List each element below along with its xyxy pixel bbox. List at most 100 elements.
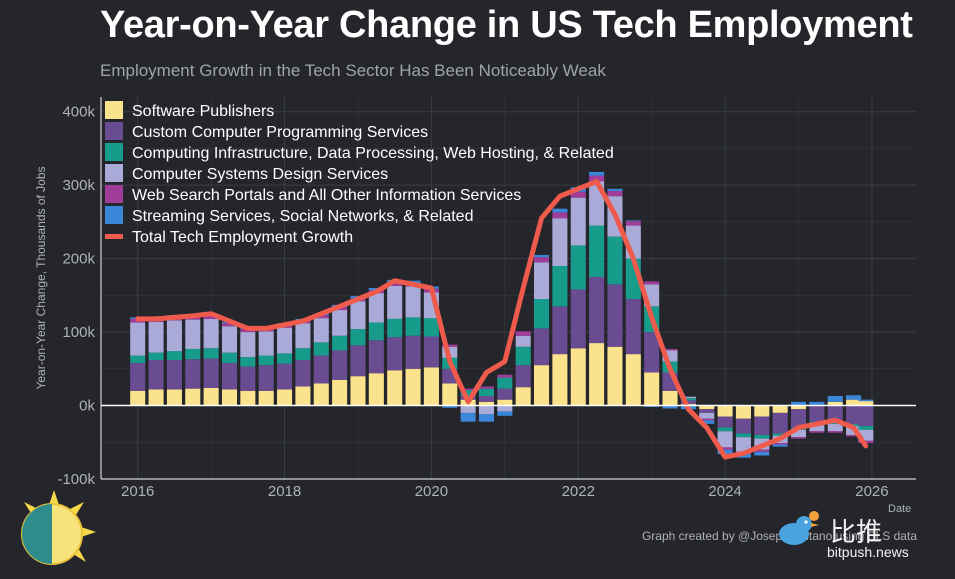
legend-swatch	[105, 143, 123, 161]
bar-segment	[754, 434, 770, 439]
bar-segment	[662, 350, 678, 362]
bar-segment	[166, 320, 182, 352]
bar-segment	[735, 437, 751, 452]
bar-segment	[497, 388, 513, 400]
bar-segment	[515, 346, 531, 366]
bird-icon	[779, 511, 819, 545]
bar-segment	[534, 262, 550, 300]
x-tick-label: 2016	[121, 483, 154, 500]
bar-segment	[203, 358, 219, 388]
bar-segment	[790, 405, 807, 410]
y-axis-label: Year-on-Year Change, Thousands of Jobs	[34, 166, 48, 389]
bar-segment	[717, 427, 733, 432]
watermark: 比推 bitpush.news	[772, 508, 942, 568]
bar-segment	[735, 454, 751, 458]
bar-segment	[772, 433, 788, 436]
bar-segment	[387, 282, 403, 286]
bar-segment	[699, 420, 715, 424]
bar-segment	[295, 348, 311, 360]
bar-segment	[644, 281, 660, 285]
legend-label: Total Tech Employment Growth	[132, 229, 353, 246]
bar-segment	[607, 284, 623, 347]
bar-segment	[350, 329, 366, 346]
bar-segment	[460, 390, 476, 396]
bar-segment	[423, 336, 439, 368]
bar-segment	[809, 423, 825, 432]
bar-segment	[148, 359, 164, 390]
bar-segment	[387, 318, 403, 338]
bar-segment	[534, 254, 550, 258]
bar-segment	[497, 405, 513, 412]
bar-segment	[295, 323, 311, 349]
legend-label: Custom Computer Programming Services	[132, 124, 428, 141]
bar-segment	[166, 359, 182, 390]
bar-segment	[166, 389, 182, 406]
bar-segment	[717, 449, 733, 455]
bar-segment	[534, 299, 550, 329]
bar-segment	[827, 431, 843, 433]
bar-segment	[754, 451, 770, 456]
bar-segment	[680, 396, 696, 399]
bar-segment	[240, 390, 256, 406]
bar-segment	[699, 405, 715, 410]
bar-segment	[258, 331, 274, 356]
bar-segment	[607, 346, 623, 406]
bar-segment	[277, 327, 293, 354]
bar-segment	[790, 429, 807, 438]
x-tick-label: 2020	[415, 483, 448, 500]
bar-segment	[846, 399, 862, 406]
bar-segment	[552, 218, 568, 266]
bar-segment	[515, 387, 531, 406]
bar-segment	[130, 355, 146, 363]
bar-segment	[460, 412, 476, 422]
legend-swatch	[105, 206, 123, 224]
bar-segment	[534, 365, 550, 406]
bar-segment	[350, 301, 366, 330]
y-tick-label: -100k	[57, 471, 95, 488]
y-tick-label: 300k	[62, 177, 95, 194]
bar-segment	[790, 437, 807, 439]
chart-title: Year-on-Year Change in US Tech Employmen…	[100, 4, 913, 46]
bar-segment	[313, 342, 329, 356]
x-tick-label: 2026	[855, 483, 888, 500]
bar-segment	[185, 359, 201, 389]
bar-segment	[735, 405, 751, 419]
bar-segment	[717, 447, 733, 450]
bar-segment	[570, 245, 586, 290]
x-axis-label: Date	[888, 503, 912, 515]
bar-segment	[478, 388, 494, 396]
x-tick-label: 2024	[708, 483, 741, 500]
bar-segment	[258, 355, 274, 366]
bar-segment	[185, 319, 201, 349]
bar-segment	[607, 236, 623, 285]
bar-segment	[332, 379, 348, 406]
bar-segment	[185, 388, 201, 406]
bar-segment	[625, 220, 641, 222]
legend-label: Web Search Portals and All Other Informa…	[132, 187, 521, 204]
bar-segment	[368, 340, 384, 374]
bar-segment	[277, 353, 293, 364]
bar-segment	[221, 362, 238, 390]
bar-segment	[221, 389, 238, 406]
bar-segment	[442, 405, 458, 408]
bar-segment	[130, 322, 146, 356]
bar-segment	[423, 318, 439, 337]
bar-segment	[497, 399, 513, 406]
y-tick-label: 0k	[79, 398, 95, 415]
bar-segment	[148, 352, 164, 360]
bar-segment	[552, 212, 568, 219]
bar-segment	[478, 395, 494, 402]
bar-segment	[589, 171, 605, 176]
legend: Software Publishers Custom Computer Progr…	[105, 101, 614, 246]
bar-segment	[478, 405, 494, 415]
bar-segment	[662, 348, 678, 351]
bar-segment	[625, 299, 641, 355]
bar-segment	[625, 221, 641, 226]
bar-segment	[166, 351, 182, 360]
bar-segment	[570, 289, 586, 349]
bar-segment	[607, 188, 623, 192]
legend-swatch	[105, 101, 123, 119]
bar-segment	[552, 354, 568, 406]
bar-segment	[332, 350, 348, 380]
